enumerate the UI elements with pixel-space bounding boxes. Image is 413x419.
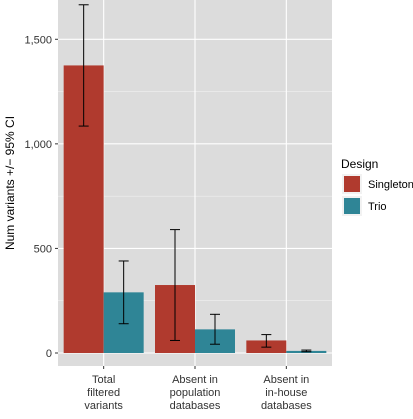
y-axis: 0 500 1,000 1,500 (24, 34, 58, 360)
legend-label-trio: Trio (368, 201, 387, 213)
x-tick-label: Absent in in-house databases (261, 374, 312, 412)
x-tick-label-line: databases (261, 400, 312, 412)
x-tick-label-line: population (170, 387, 221, 399)
error-bars-layer (78, 4, 312, 353)
y-tick-label: 1,500 (24, 34, 52, 46)
x-tick-label: Total filtered variants (84, 374, 123, 412)
x-tick-label-line: in-house (265, 387, 307, 399)
y-tick-label: 1,000 (24, 139, 52, 151)
x-tick-label-line: variants (84, 400, 123, 412)
x-tick-label-line: databases (170, 400, 221, 412)
x-tick-label-line: filtered (87, 387, 120, 399)
x-tick-label-line: Absent in (172, 374, 218, 386)
legend-title: Design (341, 157, 378, 171)
legend-swatch-singleton (344, 176, 360, 192)
y-tick-label: 500 (34, 243, 52, 255)
legend: Design Singleton Trio (341, 157, 413, 216)
y-tick-label: 0 (46, 348, 52, 360)
x-tick-label-line: Total (92, 374, 115, 386)
legend-swatch-trio (344, 198, 360, 214)
y-axis-title: Num variants +/− 95% CI (3, 116, 17, 250)
legend-label-singleton: Singleton (368, 179, 413, 191)
x-tick-label: Absent in population databases (170, 374, 221, 412)
x-tick-label-line: Absent in (263, 374, 309, 386)
